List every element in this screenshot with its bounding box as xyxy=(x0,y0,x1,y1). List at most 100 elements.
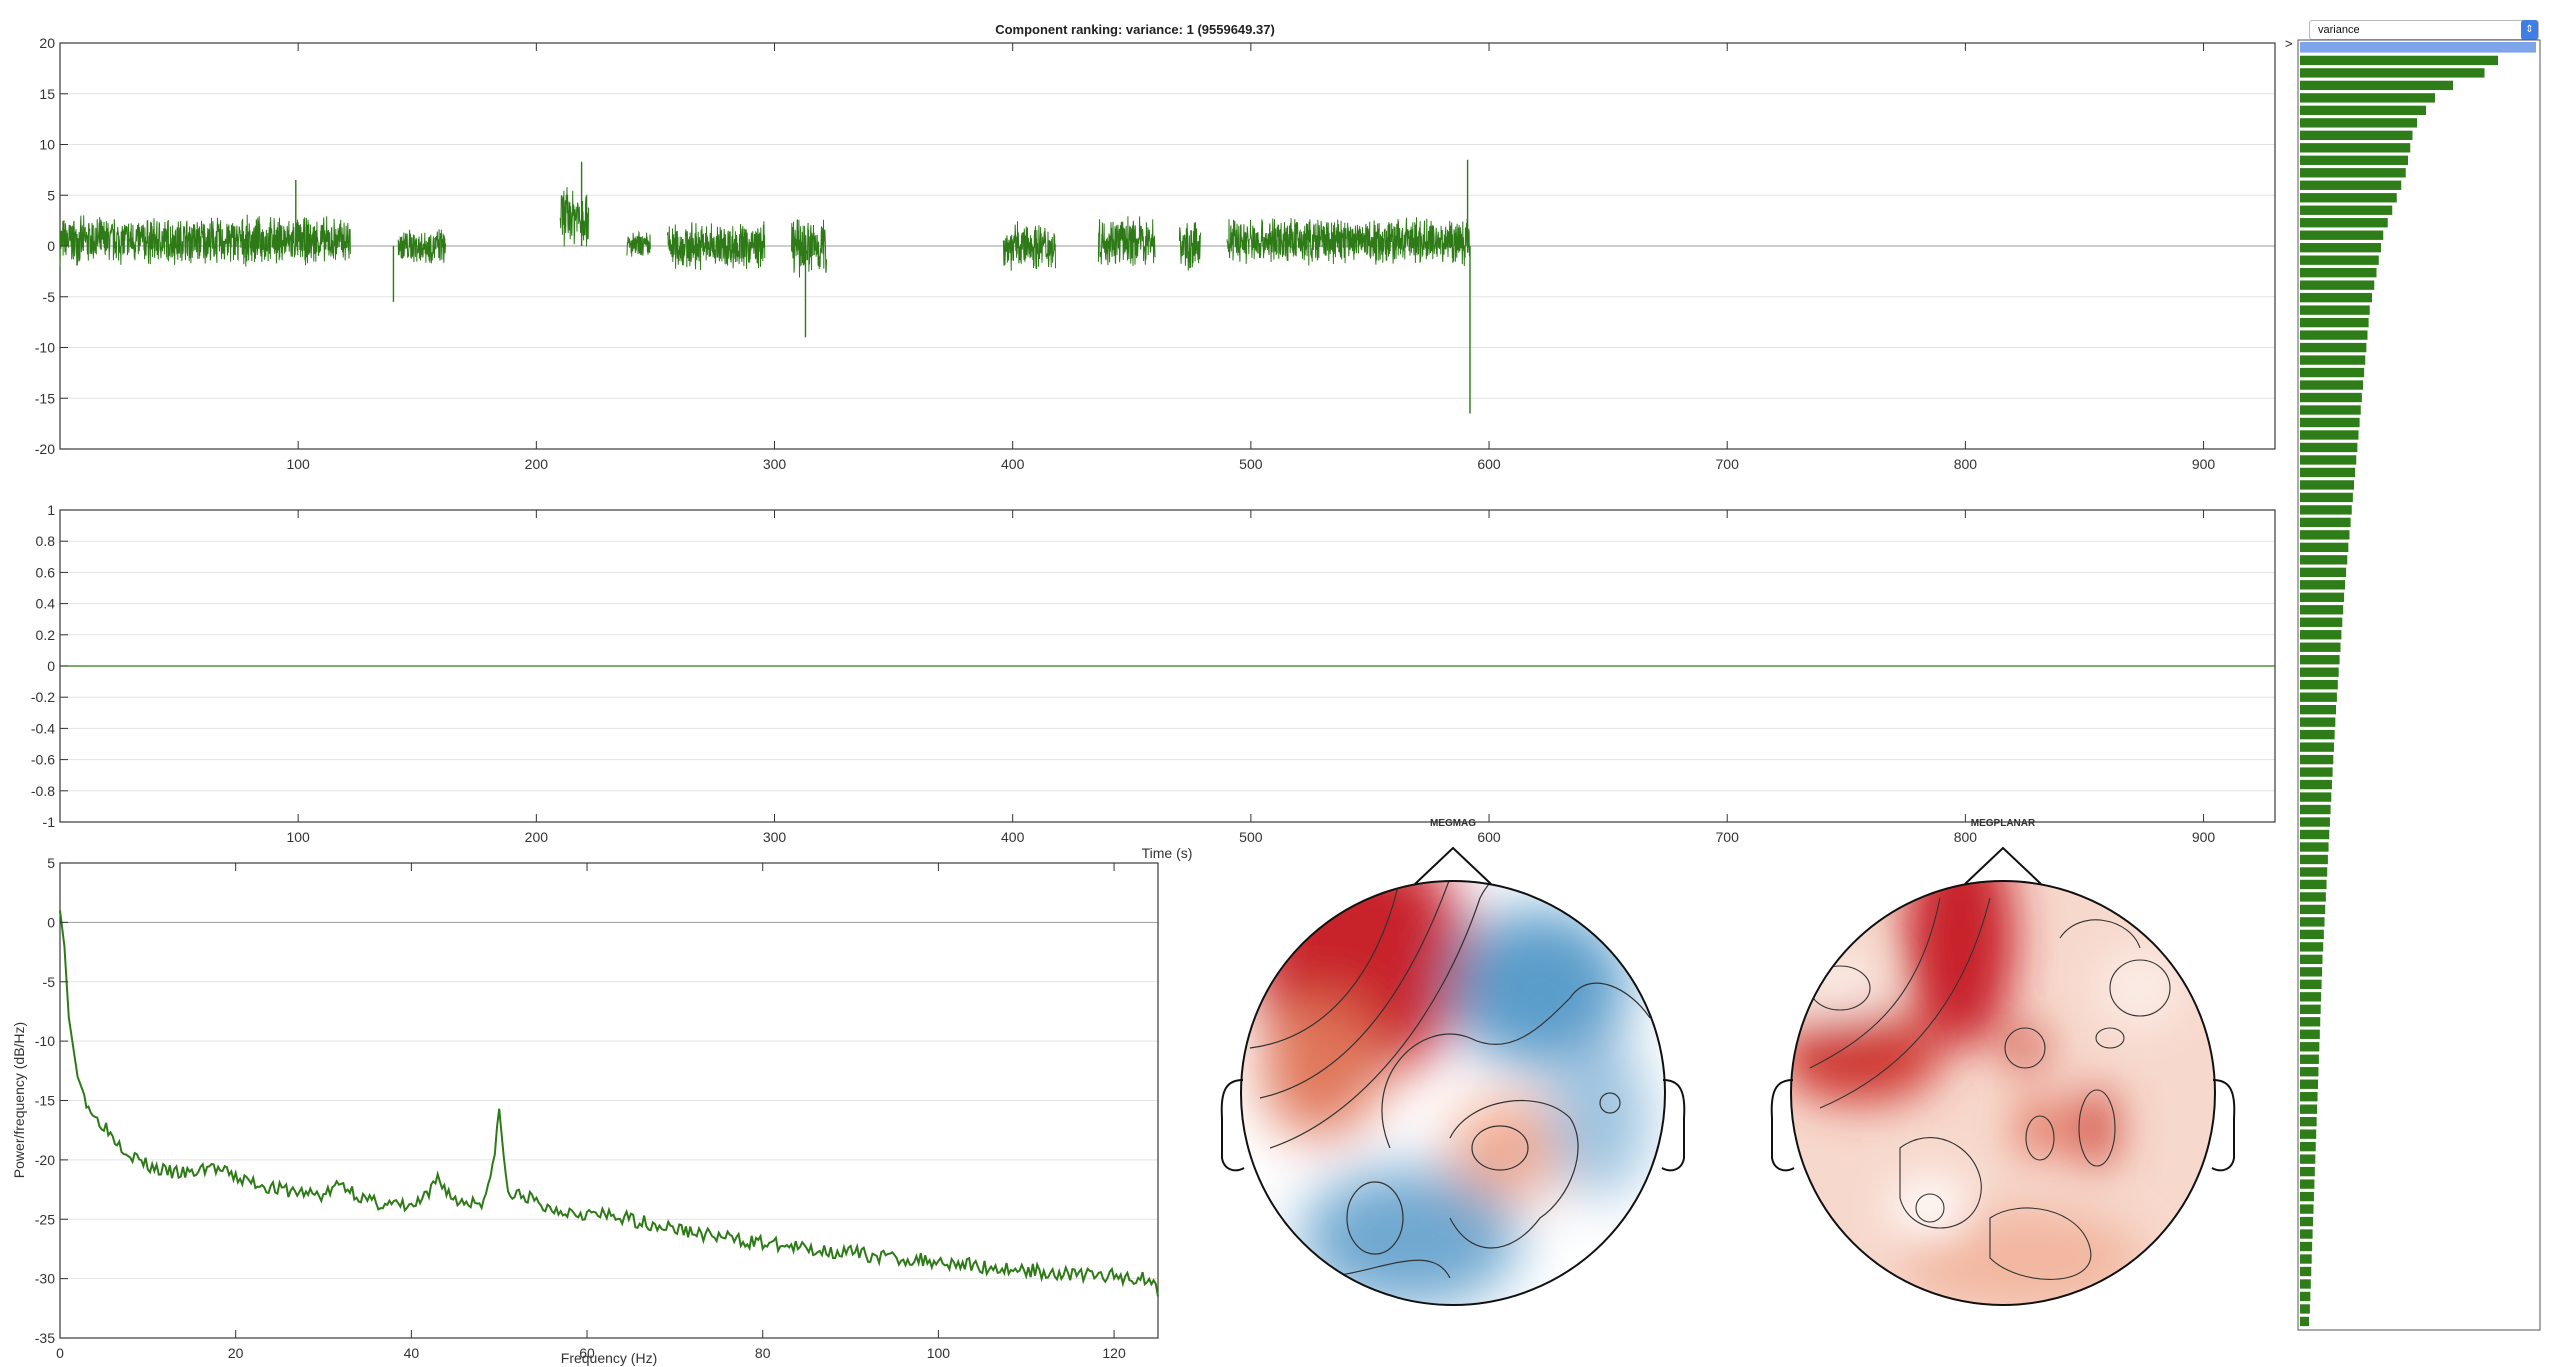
ranking-bar[interactable] xyxy=(2300,692,2337,702)
ranking-bar[interactable] xyxy=(2300,704,2336,715)
ranking-bar[interactable] xyxy=(2300,480,2354,490)
ranking-bar[interactable] xyxy=(2300,1291,2311,1302)
ranking-bar[interactable] xyxy=(2300,193,2397,203)
ranking-bar[interactable] xyxy=(2300,817,2330,827)
ranking-bar[interactable] xyxy=(2300,1141,2316,1152)
ranking-bar[interactable] xyxy=(2300,243,2381,253)
ranking-bar[interactable] xyxy=(2300,1042,2320,1052)
ranking-bar[interactable] xyxy=(2300,892,2326,902)
ranking-bar[interactable] xyxy=(2300,542,2349,553)
ranking-bar[interactable] xyxy=(2300,567,2347,578)
ranking-bar[interactable] xyxy=(2300,555,2348,565)
ranking-bar[interactable] xyxy=(2300,680,2338,690)
ranking-bar[interactable] xyxy=(2300,255,2379,265)
ranking-bar[interactable] xyxy=(2300,118,2417,128)
ranking-bar[interactable] xyxy=(2300,767,2333,777)
ranking-bar[interactable] xyxy=(2300,1216,2314,1227)
ranking-bar[interactable] xyxy=(2300,580,2345,590)
ranking-bar[interactable] xyxy=(2300,155,2408,165)
ranking-bar[interactable] xyxy=(2300,1029,2320,1039)
ranking-bar[interactable] xyxy=(2300,467,2356,478)
ranking-metric-select[interactable]: variance ⇕ xyxy=(2309,20,2539,40)
ranking-bar[interactable] xyxy=(2300,754,2334,765)
ranking-bar[interactable] xyxy=(2300,592,2345,602)
ranking-bar[interactable] xyxy=(2300,1304,2310,1314)
ranking-bar[interactable] xyxy=(2300,917,2325,927)
ranking-bar[interactable] xyxy=(2300,1067,2319,1077)
ranking-bar[interactable] xyxy=(2300,55,2498,66)
ranking-bar[interactable] xyxy=(2300,979,2322,990)
ranking-bar[interactable] xyxy=(2300,630,2342,640)
ranking-bar[interactable] xyxy=(2300,1116,2317,1127)
ranking-bar[interactable] xyxy=(2300,1229,2313,1239)
ranking-bar[interactable] xyxy=(2300,1179,2315,1189)
ranking-bar[interactable] xyxy=(2300,867,2328,877)
ranking-bar[interactable] xyxy=(2300,455,2357,465)
ranking-bar[interactable] xyxy=(2300,93,2435,103)
ranking-bar[interactable] xyxy=(2300,717,2336,727)
ranking-bar[interactable] xyxy=(2300,442,2358,453)
ranking-bar[interactable] xyxy=(2300,842,2329,852)
component-ranking-bars[interactable] xyxy=(2290,38,2550,1338)
ranking-bar[interactable] xyxy=(2300,280,2375,290)
ranking-bar[interactable] xyxy=(2300,380,2363,390)
ranking-bar[interactable] xyxy=(2300,505,2352,515)
ranking-bar[interactable] xyxy=(2300,430,2359,440)
ranking-bar[interactable] xyxy=(2300,967,2323,977)
ranking-bar[interactable] xyxy=(2300,292,2372,303)
ranking-bar[interactable] xyxy=(2300,992,2322,1002)
ranking-bar[interactable] xyxy=(2300,1104,2318,1114)
ranking-bar[interactable] xyxy=(2300,904,2326,915)
ranking-bar[interactable] xyxy=(2300,667,2339,677)
ranking-bar[interactable] xyxy=(2300,617,2343,627)
ranking-bar[interactable] xyxy=(2300,1017,2321,1027)
ranking-bar[interactable] xyxy=(2300,405,2361,415)
ranking-bar[interactable] xyxy=(2300,492,2353,503)
ranking-bar[interactable] xyxy=(2300,729,2335,740)
ranking-bar[interactable] xyxy=(2300,305,2370,315)
ranking-bar[interactable] xyxy=(2300,367,2365,378)
ranking-bar[interactable] xyxy=(2300,342,2367,353)
ranking-bar[interactable] xyxy=(2300,954,2323,965)
ranking-bar[interactable] xyxy=(2300,804,2331,815)
ranking-bar[interactable] xyxy=(2300,742,2334,752)
ranking-bar[interactable] xyxy=(2300,392,2362,403)
ranking-bar[interactable] xyxy=(2300,230,2384,240)
ranking-bar[interactable] xyxy=(2300,168,2406,178)
ranking-bar[interactable] xyxy=(2300,1079,2318,1089)
ranking-bar[interactable] xyxy=(2300,1166,2315,1177)
ranking-bar[interactable] xyxy=(2300,1204,2314,1214)
ranking-bar[interactable] xyxy=(2300,1154,2316,1164)
ranking-bar[interactable] xyxy=(2300,1191,2314,1202)
ranking-bar[interactable] xyxy=(2300,530,2350,540)
ranking-bar[interactable] xyxy=(2300,68,2485,78)
ranking-bar[interactable] xyxy=(2300,330,2368,340)
ranking-bar[interactable] xyxy=(2300,942,2324,952)
ranking-bar[interactable] xyxy=(2300,829,2330,840)
ranking-bar[interactable] xyxy=(2300,1316,2309,1327)
ranking-bar[interactable] xyxy=(2300,317,2369,328)
ranking-bar[interactable] xyxy=(2300,143,2411,153)
ranking-bar[interactable] xyxy=(2300,130,2413,141)
ranking-bar[interactable] xyxy=(2300,1266,2312,1277)
ranking-bar[interactable] xyxy=(2300,105,2426,116)
ranking-bar[interactable] xyxy=(2300,205,2393,215)
ranking-bar[interactable] xyxy=(2300,1254,2312,1264)
ranking-bar[interactable] xyxy=(2300,1129,2317,1139)
ranking-bar[interactable] xyxy=(2300,1279,2311,1289)
ranking-bar[interactable] xyxy=(2300,792,2332,802)
ranking-bar[interactable] xyxy=(2300,180,2402,190)
ranking-bar[interactable] xyxy=(2300,779,2332,790)
ranking-bar[interactable] xyxy=(2300,879,2327,890)
ranking-bar[interactable] xyxy=(2300,1241,2313,1252)
ranking-bar[interactable] xyxy=(2300,642,2341,652)
ranking-bar[interactable] xyxy=(2300,355,2366,365)
ranking-bar[interactable] xyxy=(2300,1092,2318,1102)
ranking-bar[interactable] xyxy=(2300,929,2324,940)
ranking-bar[interactable] xyxy=(2300,1004,2321,1014)
ranking-bar[interactable] xyxy=(2300,655,2340,665)
ranking-bar[interactable] xyxy=(2300,517,2351,528)
ranking-bar[interactable] xyxy=(2300,854,2328,865)
ranking-bar[interactable] xyxy=(2300,417,2360,428)
ranking-bar[interactable] xyxy=(2300,1054,2319,1064)
